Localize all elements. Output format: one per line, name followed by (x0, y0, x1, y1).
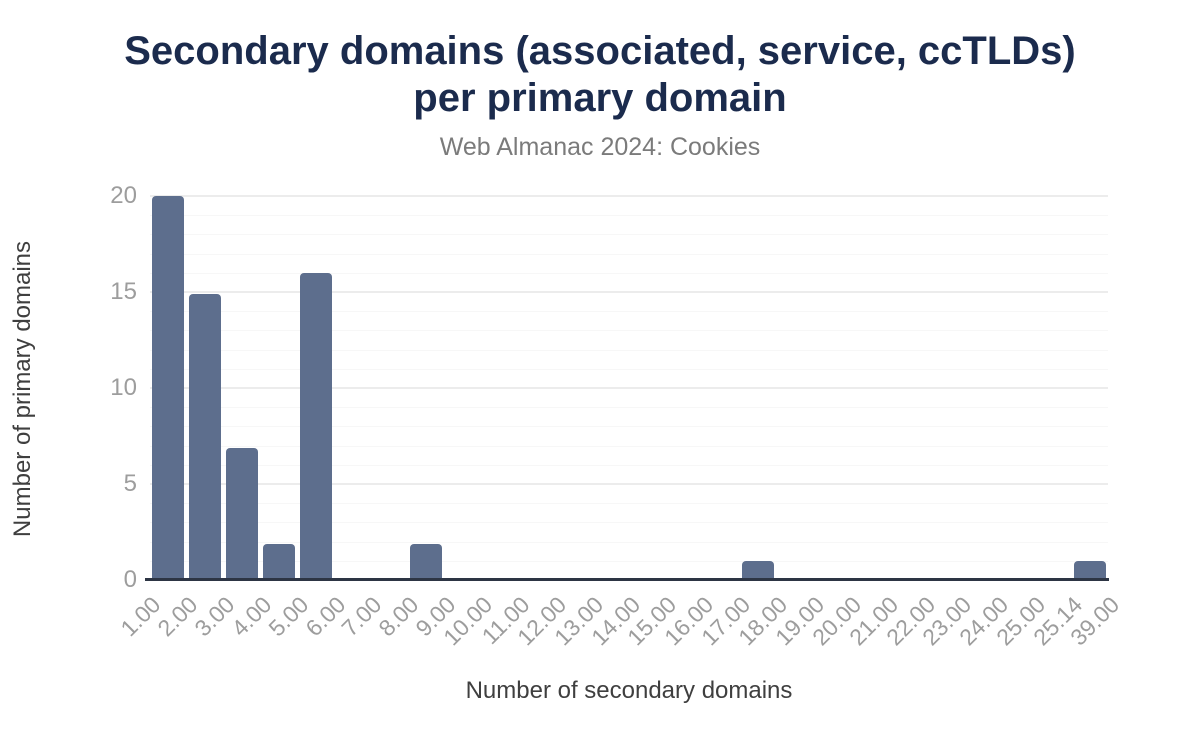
minor-gridline (150, 368, 1109, 370)
bar (742, 560, 775, 580)
minor-gridline (150, 349, 1109, 351)
bar (1073, 560, 1106, 580)
minor-gridline (150, 426, 1109, 428)
major-gridline (150, 483, 1109, 485)
y-tick-label: 5 (123, 470, 137, 497)
minor-gridline (150, 311, 1109, 313)
bar (189, 293, 222, 580)
y-tick-label: 0 (123, 566, 137, 593)
chart-title-line-2: per primary domain (413, 76, 787, 120)
minor-gridline (150, 560, 1109, 562)
minor-gridline (150, 234, 1109, 236)
y-tick-label: 10 (110, 374, 137, 401)
minor-gridline (150, 522, 1109, 524)
minor-gridline (150, 407, 1109, 409)
bar (152, 196, 185, 580)
major-gridline (150, 195, 1109, 197)
chart-subtitle: Web Almanac 2024: Cookies (439, 133, 761, 161)
x-axis-title: Number of secondary domains (465, 677, 793, 704)
minor-gridline (150, 215, 1109, 217)
minor-gridline (150, 541, 1109, 543)
chart-title: Secondary domains (associated, service, … (0, 28, 1200, 122)
chart-title-line-1: Secondary domains (associated, service, … (124, 29, 1076, 73)
x-axis-line (145, 578, 1110, 581)
bar (410, 543, 443, 580)
minor-gridline (150, 503, 1109, 505)
bar (262, 543, 296, 580)
minor-gridline (150, 330, 1109, 332)
y-tick-label: 20 (110, 182, 137, 209)
major-gridline (150, 387, 1109, 389)
minor-gridline (150, 445, 1109, 447)
y-tick-label: 15 (110, 278, 137, 305)
minor-gridline (150, 464, 1109, 466)
minor-gridline (150, 253, 1109, 255)
bar (299, 272, 332, 580)
minor-gridline (150, 272, 1109, 274)
major-gridline (150, 291, 1109, 293)
bar (226, 447, 259, 580)
